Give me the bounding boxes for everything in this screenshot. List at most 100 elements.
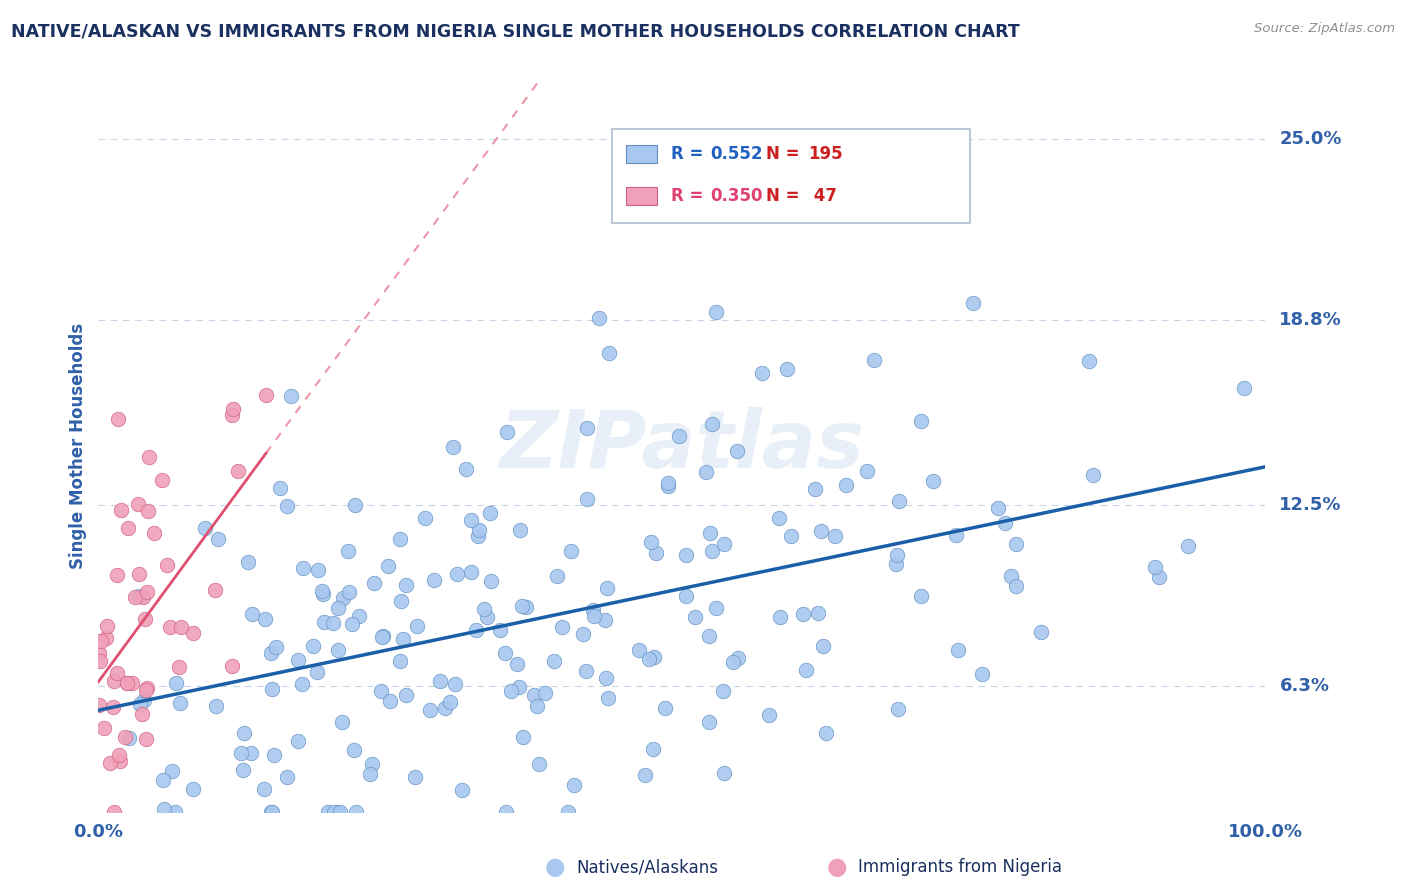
Point: [326, 600, 349, 615]
Point: [165, 805, 187, 819]
Point: [419, 703, 441, 717]
Point: [136, 585, 159, 599]
Point: [204, 582, 226, 597]
Point: [240, 607, 263, 621]
Point: [263, 748, 285, 763]
Point: [780, 529, 803, 543]
Point: [135, 683, 157, 698]
Point: [167, 660, 190, 674]
Point: [972, 667, 994, 681]
Point: [596, 582, 619, 596]
Point: [290, 677, 312, 691]
Point: [311, 583, 333, 598]
Point: [153, 801, 176, 815]
Point: [222, 401, 245, 416]
Point: [813, 639, 835, 653]
Point: [657, 475, 679, 490]
Point: [1004, 537, 1026, 551]
Point: [527, 756, 550, 771]
Point: [560, 544, 582, 558]
Point: [1078, 353, 1101, 368]
Point: [776, 362, 799, 376]
Point: [510, 599, 533, 614]
Point: [121, 675, 143, 690]
Text: Immigrants from Nigeria: Immigrants from Nigeria: [858, 858, 1062, 876]
Point: [700, 417, 723, 431]
Point: [322, 616, 344, 631]
Point: [323, 805, 346, 819]
Point: [135, 731, 157, 746]
Point: [835, 478, 858, 492]
Point: [340, 617, 363, 632]
Point: [460, 513, 482, 527]
Point: [93, 722, 115, 736]
Point: [643, 742, 665, 756]
Point: [515, 599, 537, 614]
Text: R =: R =: [671, 187, 709, 205]
Point: [699, 526, 721, 541]
Point: [194, 520, 217, 534]
Point: [886, 548, 908, 562]
Point: [103, 700, 125, 714]
Point: [269, 481, 291, 495]
Point: [637, 652, 659, 666]
Point: [751, 366, 773, 380]
Point: [169, 696, 191, 710]
Text: ●: ●: [827, 855, 846, 879]
Point: [768, 511, 790, 525]
Point: [329, 805, 352, 819]
Point: [117, 521, 139, 535]
Point: [1005, 579, 1028, 593]
Text: 0.552: 0.552: [710, 145, 762, 163]
Point: [704, 601, 727, 615]
Point: [557, 805, 579, 819]
Point: [326, 643, 349, 657]
Point: [236, 556, 259, 570]
Point: [478, 506, 501, 520]
Point: [132, 591, 155, 605]
Point: [305, 665, 328, 679]
Point: [697, 629, 720, 643]
Point: [423, 573, 446, 587]
Point: [232, 726, 254, 740]
Point: [444, 677, 467, 691]
Point: [205, 698, 228, 713]
Point: [110, 503, 132, 517]
Point: [543, 654, 565, 668]
Point: [588, 311, 610, 326]
Point: [260, 805, 283, 819]
Point: [108, 747, 131, 762]
Point: [495, 805, 517, 819]
Point: [675, 589, 697, 603]
Text: ●: ●: [546, 855, 565, 879]
Point: [138, 450, 160, 465]
Point: [395, 578, 418, 592]
Point: [479, 574, 502, 588]
Point: [465, 623, 488, 637]
Point: [103, 673, 125, 688]
Point: [391, 632, 413, 646]
Point: [136, 504, 159, 518]
Point: [115, 676, 138, 690]
Point: [551, 620, 574, 634]
Text: N =: N =: [766, 187, 806, 205]
Point: [152, 773, 174, 788]
Point: [1000, 569, 1022, 583]
Point: [181, 626, 204, 640]
Point: [307, 563, 329, 577]
Point: [118, 731, 141, 745]
Point: [433, 701, 456, 715]
Point: [260, 805, 283, 819]
Point: [87, 698, 110, 713]
Point: [150, 474, 173, 488]
Point: [89, 654, 111, 668]
Point: [318, 805, 340, 819]
Point: [439, 695, 461, 709]
Point: [713, 537, 735, 551]
Point: [344, 498, 367, 512]
Point: [456, 462, 478, 476]
Point: [564, 778, 586, 792]
Point: [711, 684, 734, 698]
Point: [105, 665, 128, 680]
Point: [704, 304, 727, 318]
